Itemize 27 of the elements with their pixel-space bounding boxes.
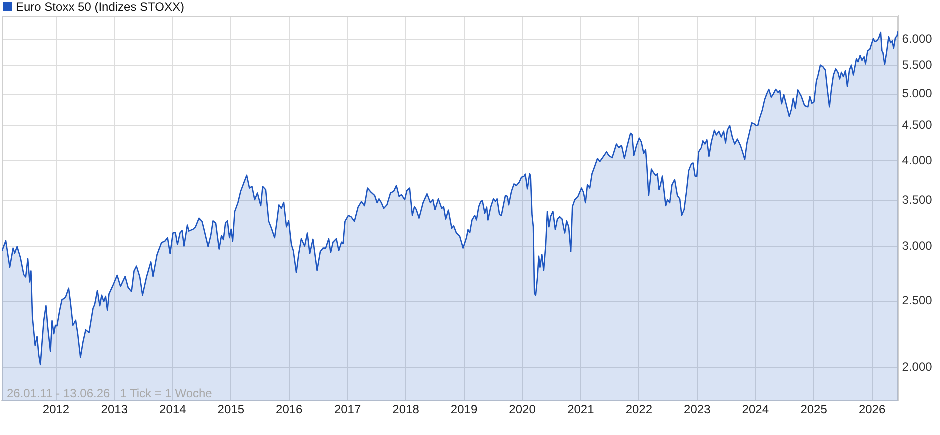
y-tick-label: 4.500	[902, 118, 933, 132]
x-tick-label: 2017	[334, 402, 362, 417]
y-tick-label: 2.000	[902, 360, 933, 374]
y-tick-label: 4.000	[902, 153, 933, 168]
annotation: 26.01.11 - 13.06.26	[7, 386, 111, 400]
y-tick-label: 3.500	[902, 193, 933, 208]
x-tick-label: 2016	[276, 402, 304, 417]
y-tick-label: 6.000	[902, 32, 933, 46]
x-tick-label: 2025	[800, 402, 828, 417]
legend-label: Euro Stoxx 50 (Indizes STOXX)	[16, 0, 185, 14]
x-tick-label: 2015	[218, 402, 245, 417]
x-tick-label: 2026	[858, 402, 886, 417]
x-tick-label: 2019	[450, 402, 478, 417]
y-tick-label: 5.500	[902, 58, 933, 72]
x-tick-label: 2021	[568, 402, 595, 417]
annotation: 1 Tick = 1 Woche	[120, 386, 213, 400]
x-tick-label: 2023	[684, 402, 712, 417]
y-tick-label: 5.000	[902, 86, 933, 101]
x-tick-label: 2014	[160, 402, 187, 417]
x-tick-label: 2013	[101, 402, 128, 417]
y-tick-label: 3.000	[902, 239, 933, 254]
x-tick-label: 2018	[392, 402, 420, 417]
x-tick-label: 2022	[626, 402, 653, 417]
x-tick-label: 2020	[509, 402, 536, 417]
x-tick-label: 2024	[742, 402, 770, 417]
x-tick-label: 2012	[42, 402, 70, 417]
y-tick-label: 2.500	[902, 294, 933, 308]
